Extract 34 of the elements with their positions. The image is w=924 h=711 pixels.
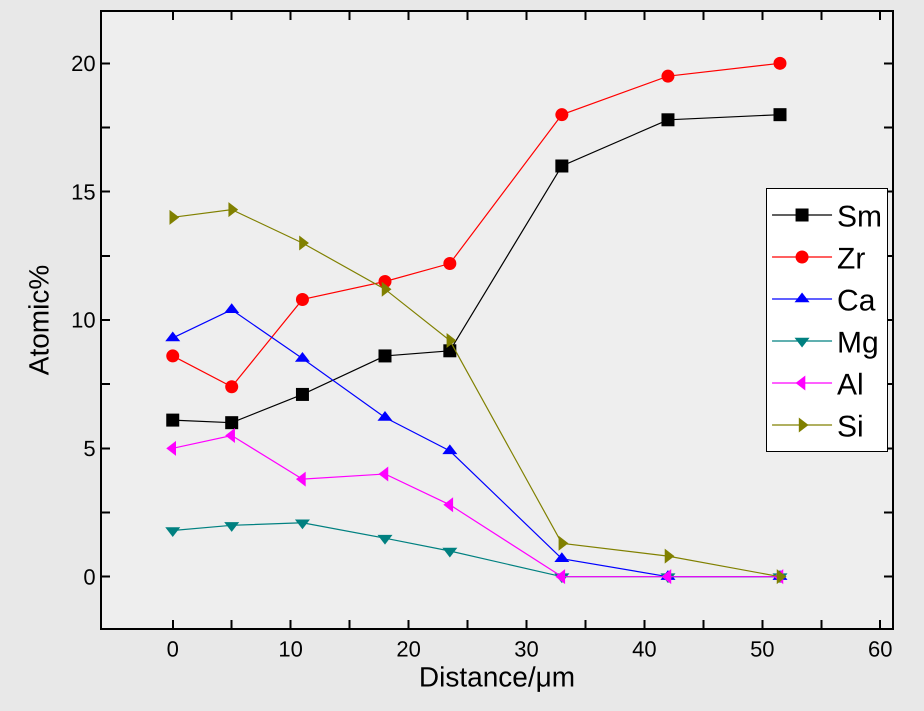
point: [166, 414, 180, 427]
point: [773, 108, 786, 122]
x-tick-label: 40: [632, 636, 657, 662]
point: [443, 257, 456, 270]
point: [166, 349, 180, 362]
legend-label: Sm: [837, 200, 882, 234]
x-tick-label: 20: [396, 636, 421, 662]
legend-label: Zr: [837, 242, 866, 276]
legend-label: Al: [837, 368, 864, 402]
y-tick-label: 20: [71, 51, 96, 76]
legend-label: Si: [837, 410, 864, 444]
legend-label: Mg: [837, 326, 879, 360]
y-tick-label: 0: [83, 564, 96, 590]
x-tick-label: 50: [750, 636, 775, 662]
y-tick-label: 10: [71, 308, 96, 333]
point: [225, 380, 238, 394]
point: [661, 70, 674, 83]
y-tick-label: 5: [83, 436, 96, 462]
y-tick-label: 15: [71, 179, 96, 204]
x-tick-label: 30: [514, 636, 539, 662]
point: [378, 349, 392, 362]
x-tick-label: 10: [278, 636, 303, 662]
legend-label: Ca: [837, 284, 876, 318]
x-axis-title: Distance/μm: [418, 661, 576, 692]
point: [296, 292, 309, 306]
x-tick-label: 0: [166, 636, 179, 662]
x-tick-label: 60: [868, 636, 892, 662]
point: [225, 416, 238, 430]
point: [773, 56, 786, 70]
point: [661, 113, 674, 126]
point: [296, 388, 309, 401]
point: [555, 108, 568, 122]
y-axis-title: Atomic%: [23, 264, 54, 376]
point: [555, 160, 568, 172]
